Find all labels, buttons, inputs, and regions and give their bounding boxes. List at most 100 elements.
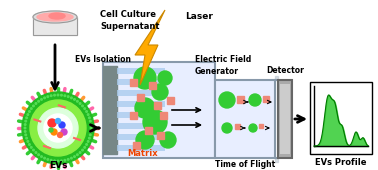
Circle shape: [64, 159, 66, 161]
Text: EVs: EVs: [49, 161, 67, 170]
Circle shape: [160, 132, 176, 148]
Circle shape: [35, 152, 37, 153]
Circle shape: [60, 94, 62, 96]
Circle shape: [54, 94, 55, 96]
Polygon shape: [135, 10, 165, 85]
Bar: [145, 127, 152, 134]
Circle shape: [50, 95, 52, 97]
Circle shape: [25, 120, 26, 122]
Circle shape: [24, 127, 26, 129]
Text: Cell Culture: Cell Culture: [100, 10, 156, 19]
Text: Supernatant: Supernatant: [100, 22, 160, 31]
Circle shape: [24, 131, 26, 132]
Bar: [130, 79, 137, 86]
Circle shape: [54, 160, 55, 162]
Text: EVs Profile: EVs Profile: [315, 158, 367, 167]
Bar: [117, 79, 165, 85]
Circle shape: [41, 99, 42, 100]
Circle shape: [57, 94, 59, 96]
Ellipse shape: [37, 13, 73, 21]
Circle shape: [143, 110, 167, 134]
Text: Matrix: Matrix: [127, 149, 158, 158]
Bar: [278, 80, 292, 158]
Circle shape: [49, 128, 53, 132]
Circle shape: [60, 160, 62, 162]
Circle shape: [84, 147, 85, 148]
Text: Detector: Detector: [266, 66, 304, 75]
Circle shape: [219, 92, 235, 108]
Bar: [133, 142, 140, 149]
Ellipse shape: [49, 13, 65, 19]
Circle shape: [33, 149, 34, 151]
Bar: [130, 112, 137, 119]
Circle shape: [26, 117, 28, 119]
Bar: [167, 97, 174, 104]
Circle shape: [87, 114, 89, 115]
Circle shape: [27, 141, 29, 142]
Text: Electric Field: Electric Field: [195, 55, 251, 64]
Circle shape: [152, 84, 168, 100]
Circle shape: [57, 160, 59, 162]
Circle shape: [44, 114, 72, 142]
Circle shape: [90, 131, 91, 132]
Circle shape: [84, 108, 85, 109]
Circle shape: [82, 149, 83, 151]
Bar: [235, 124, 240, 129]
Circle shape: [87, 141, 89, 142]
Bar: [263, 96, 269, 102]
Circle shape: [38, 154, 39, 156]
Bar: [154, 102, 161, 109]
Bar: [237, 96, 244, 103]
Circle shape: [249, 94, 261, 106]
Circle shape: [38, 100, 39, 102]
Circle shape: [59, 122, 65, 128]
Circle shape: [35, 103, 37, 104]
Circle shape: [44, 157, 45, 159]
Bar: [160, 112, 167, 119]
Circle shape: [67, 159, 69, 160]
Circle shape: [82, 105, 83, 107]
Circle shape: [50, 159, 52, 161]
Circle shape: [79, 152, 81, 153]
Circle shape: [64, 95, 66, 97]
Circle shape: [74, 99, 75, 100]
Bar: [117, 90, 165, 96]
Circle shape: [90, 124, 91, 125]
Bar: [33, 17, 77, 35]
Bar: [149, 82, 156, 89]
Bar: [117, 112, 165, 118]
Bar: [137, 94, 144, 101]
Bar: [117, 101, 165, 107]
Bar: [117, 145, 165, 151]
Ellipse shape: [33, 11, 77, 23]
Circle shape: [31, 108, 32, 109]
Circle shape: [249, 124, 257, 132]
Circle shape: [71, 157, 72, 159]
Bar: [157, 132, 164, 139]
Circle shape: [26, 137, 28, 139]
Circle shape: [77, 154, 78, 156]
Bar: [259, 124, 263, 128]
Bar: [117, 123, 165, 129]
Bar: [33, 17, 77, 35]
Circle shape: [47, 96, 49, 97]
Bar: [310, 82, 372, 154]
Circle shape: [61, 129, 67, 135]
Circle shape: [31, 147, 32, 148]
Bar: [103, 62, 215, 158]
Bar: [280, 84, 290, 154]
Circle shape: [158, 71, 172, 85]
Bar: [117, 134, 165, 140]
Bar: [117, 68, 165, 74]
Circle shape: [27, 114, 29, 115]
Circle shape: [67, 96, 69, 97]
Circle shape: [86, 144, 87, 145]
Circle shape: [29, 111, 30, 112]
Circle shape: [51, 129, 57, 135]
Circle shape: [88, 117, 90, 119]
Circle shape: [74, 156, 75, 157]
Bar: [215, 80, 275, 158]
Circle shape: [86, 111, 87, 112]
Bar: [103, 66, 117, 154]
Circle shape: [79, 103, 81, 104]
